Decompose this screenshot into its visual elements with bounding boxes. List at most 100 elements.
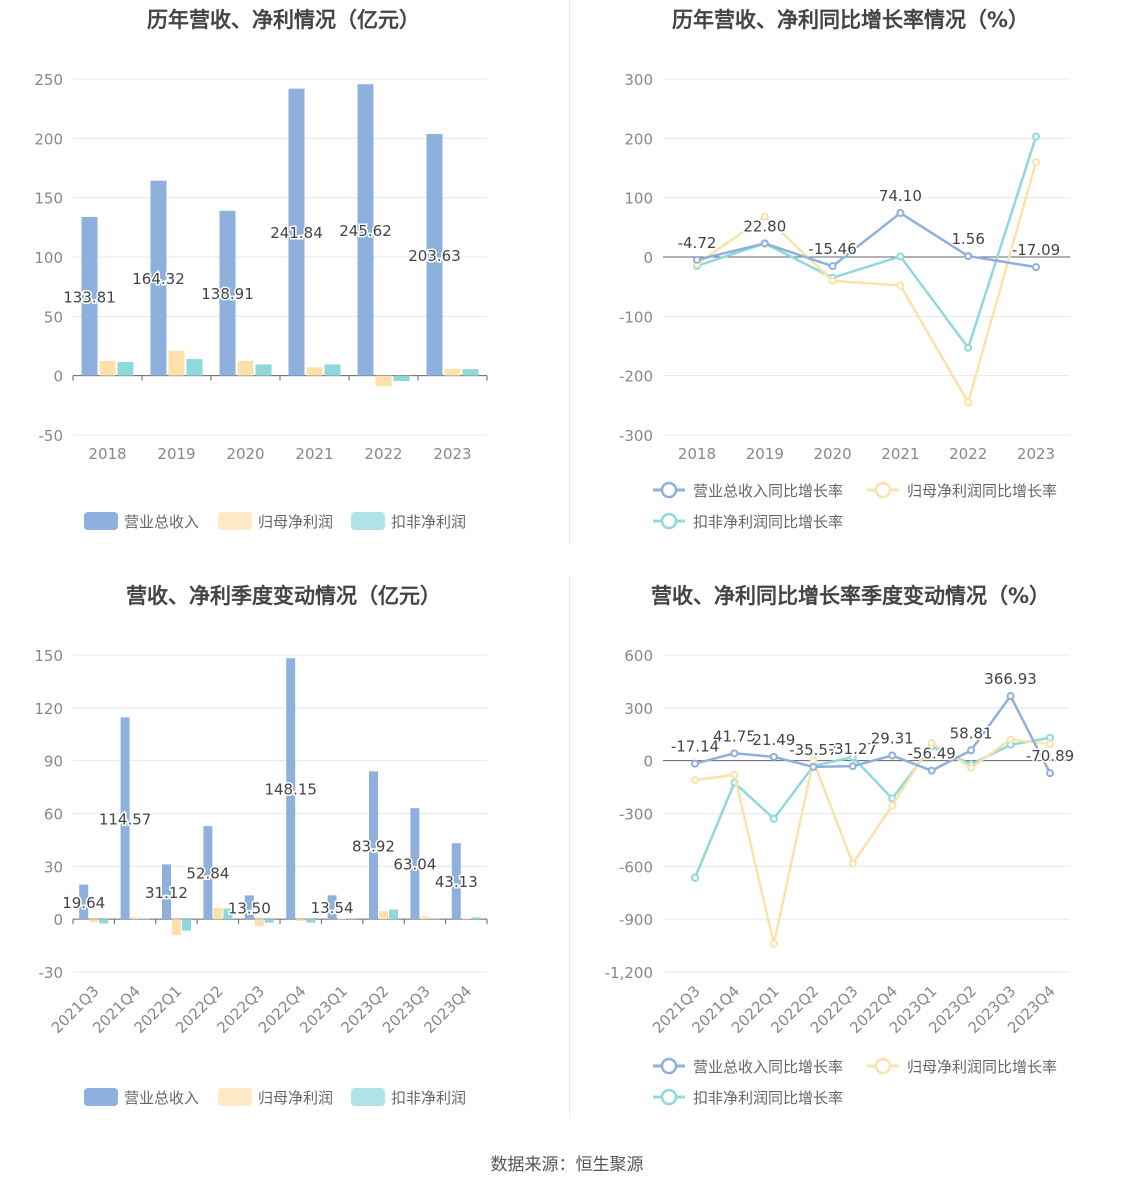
bar	[223, 908, 233, 920]
data-point	[828, 262, 837, 271]
x-tick-label: 2021	[881, 445, 919, 463]
bar	[130, 917, 140, 920]
bar	[162, 864, 171, 920]
data-label: 164.32	[132, 270, 185, 288]
bar	[357, 84, 374, 376]
x-tick-label: 2019	[746, 445, 784, 463]
legend-label: 扣非净利润同比增长率	[693, 513, 843, 531]
data-point	[888, 751, 897, 760]
legend-marker	[660, 1088, 678, 1106]
x-tick-label: 2018	[678, 445, 716, 463]
y-tick-label: 300	[624, 700, 653, 718]
bar	[420, 916, 430, 920]
quarterly-growth-chart: -1,200 -900 -600 -300 0 300 600 -17.1441.7521.4…	[605, 647, 1076, 1107]
bar	[213, 907, 223, 920]
bar	[306, 919, 316, 923]
data-point	[927, 766, 936, 775]
legend-marker	[660, 481, 678, 499]
y-tick-label: 150	[34, 647, 63, 665]
data-point	[848, 762, 857, 771]
data-point	[1046, 769, 1054, 778]
chart-title: 营收、净利同比增长率季度变动情况（%）	[650, 584, 1051, 608]
bar	[168, 350, 185, 376]
bar	[150, 180, 167, 376]
bar	[375, 375, 392, 387]
bar	[296, 919, 306, 921]
data-point	[967, 746, 976, 755]
data-point	[828, 276, 837, 285]
data-label: 21.49	[752, 731, 795, 749]
legend-label: 营业总收入	[124, 1089, 199, 1107]
y-tick-label: 60	[44, 806, 63, 824]
legend-label: 营业总收入同比增长率	[693, 1058, 843, 1076]
y-tick-label: 250	[34, 71, 63, 89]
data-point	[1032, 158, 1040, 167]
data-label: 203.63	[408, 247, 461, 265]
y-tick-label: -300	[619, 427, 653, 445]
data-point	[769, 752, 778, 761]
data-label: 13.54	[311, 899, 354, 917]
data-point	[693, 255, 701, 264]
annual-revenue-profit-chart: -50 0 50 100 150 200 250 133.81 164.32 138.91 241.…	[34, 71, 488, 531]
bar	[462, 369, 479, 376]
y-tick-label: 0	[643, 249, 653, 267]
bar	[237, 360, 254, 376]
data-label: -35.57	[789, 741, 837, 759]
x-tick-label: 2020	[226, 445, 264, 463]
bar	[255, 364, 272, 376]
y-tick-label: -300	[619, 806, 653, 824]
series-line	[693, 736, 1051, 879]
y-tick-label: -200	[619, 368, 653, 386]
legend-marker	[660, 512, 678, 530]
legend-label: 扣非净利润	[391, 1089, 466, 1107]
bar	[99, 919, 109, 924]
y-tick-label: 30	[44, 858, 63, 876]
data-label: 58.81	[950, 724, 993, 742]
bar	[471, 917, 481, 920]
data-point	[760, 212, 769, 221]
legend-swatch	[351, 512, 385, 530]
data-label: 41.75	[713, 727, 756, 745]
y-tick-label: 120	[34, 700, 63, 718]
data-label: 63.04	[393, 856, 436, 874]
legend-label: 归母净利润	[258, 513, 333, 531]
y-tick-label: 100	[34, 249, 63, 267]
quarterly-revenue-profit-panel: 营收、净利季度变动情况（亿元） -30 0 30 60 90 120 150 19.64 114…	[0, 576, 567, 1136]
x-tick-label: 2018	[88, 445, 126, 463]
data-label: 114.57	[99, 810, 152, 828]
legend-marker	[660, 1057, 678, 1075]
data-label: 245.62	[339, 222, 392, 240]
x-tick-label: 2023	[433, 445, 471, 463]
data-point	[1006, 735, 1015, 744]
y-tick-label: 200	[34, 130, 63, 148]
bar	[244, 895, 254, 920]
legend-swatch	[218, 1088, 252, 1106]
series-line	[694, 693, 1052, 774]
x-tick-label: 2023	[1017, 445, 1055, 463]
bar	[81, 216, 98, 376]
data-label: -31.27	[829, 740, 877, 758]
legend-label: 归母净利润同比增长率	[907, 1058, 1057, 1076]
data-label: -4.72	[678, 234, 717, 252]
y-tick-label: 200	[624, 130, 653, 148]
y-tick-label: -600	[619, 858, 653, 876]
bar	[337, 918, 347, 920]
annual-growth-panel: 历年营收、净利同比增长率情况（%） -300 -200 -100 0 100 200 300…	[567, 0, 1134, 560]
bar	[79, 884, 89, 920]
data-label: 366.93	[984, 670, 1037, 688]
data-label: 83.92	[352, 837, 395, 855]
x-tick-label: 2020	[814, 445, 852, 463]
x-tick-label: 2021	[295, 445, 333, 463]
bar	[120, 717, 130, 920]
bar	[379, 911, 388, 920]
annual-revenue-profit-panel: 历年营收、净利情况（亿元） -50 0 50 100 150 200 250 133.81 16…	[0, 0, 567, 560]
data-point	[769, 814, 778, 823]
legend-swatch	[218, 512, 252, 530]
data-label: -17.09	[1012, 241, 1060, 259]
bar	[444, 369, 461, 376]
data-point	[1032, 263, 1040, 272]
data-label: -15.46	[808, 240, 856, 258]
data-point	[967, 763, 976, 772]
series-line	[696, 211, 1037, 269]
y-tick-label: 100	[624, 190, 653, 208]
